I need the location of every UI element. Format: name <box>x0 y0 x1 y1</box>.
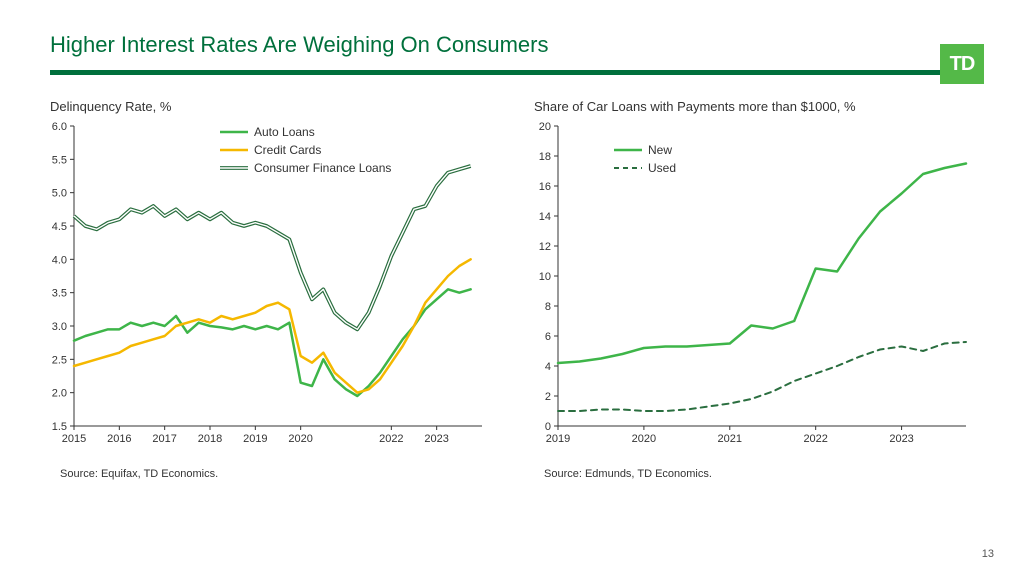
svg-text:2.5: 2.5 <box>52 354 67 366</box>
right-panel: Share of Car Loans with Payments more th… <box>524 99 984 480</box>
svg-text:Used: Used <box>648 161 676 175</box>
svg-text:16: 16 <box>539 181 551 193</box>
svg-text:12: 12 <box>539 241 551 253</box>
svg-text:2018: 2018 <box>198 433 222 445</box>
svg-text:1.5: 1.5 <box>52 421 67 433</box>
svg-text:5.0: 5.0 <box>52 188 67 200</box>
td-logo-text: TD <box>950 53 975 76</box>
svg-text:2023: 2023 <box>889 433 913 445</box>
svg-text:4: 4 <box>545 361 551 373</box>
svg-text:4.0: 4.0 <box>52 254 67 266</box>
svg-text:2016: 2016 <box>107 433 131 445</box>
svg-text:5.5: 5.5 <box>52 154 67 166</box>
left-chart-title: Delinquency Rate, % <box>40 99 500 114</box>
right-chart-source: Source: Edmunds, TD Economics. <box>524 468 984 480</box>
right-chart-title: Share of Car Loans with Payments more th… <box>524 99 984 114</box>
svg-text:Consumer Finance Loans: Consumer Finance Loans <box>254 161 391 175</box>
car-loan-chart: 0 2 4 6 8 10 12 14 16 18 20 2019 2020 2021 2022 2023 New… <box>524 120 974 450</box>
svg-text:3.0: 3.0 <box>52 321 67 333</box>
page-number: 13 <box>982 548 994 560</box>
svg-text:2023: 2023 <box>424 433 448 445</box>
svg-text:20: 20 <box>539 121 551 133</box>
delinquency-chart: 1.5 2.0 2.5 3.0 3.5 4.0 4.5 5.0 5.5 6.0 2015 2016 20… <box>40 120 490 450</box>
page-title: Higher Interest Rates Are Weighing On Co… <box>50 32 974 58</box>
svg-text:3.5: 3.5 <box>52 288 67 300</box>
svg-text:2022: 2022 <box>379 433 403 445</box>
svg-text:Auto Loans: Auto Loans <box>254 125 315 139</box>
svg-text:6.0: 6.0 <box>52 121 67 133</box>
svg-text:2: 2 <box>545 391 551 403</box>
svg-text:2022: 2022 <box>803 433 827 445</box>
svg-text:2020: 2020 <box>288 433 312 445</box>
svg-text:10: 10 <box>539 271 551 283</box>
svg-text:2019: 2019 <box>546 433 570 445</box>
svg-text:2021: 2021 <box>718 433 742 445</box>
svg-text:2017: 2017 <box>152 433 176 445</box>
left-panel: Delinquency Rate, % 1.5 2.0 2.5 3.0 3.5 4.0 4.… <box>40 99 500 480</box>
svg-text:14: 14 <box>539 211 551 223</box>
svg-text:New: New <box>648 143 672 157</box>
svg-text:8: 8 <box>545 301 551 313</box>
svg-text:18: 18 <box>539 151 551 163</box>
svg-text:4.5: 4.5 <box>52 221 67 233</box>
svg-text:Credit Cards: Credit Cards <box>254 143 321 157</box>
svg-text:2020: 2020 <box>632 433 656 445</box>
td-logo: TD <box>940 44 984 84</box>
svg-text:2015: 2015 <box>62 433 86 445</box>
svg-text:6: 6 <box>545 331 551 343</box>
svg-text:0: 0 <box>545 421 551 433</box>
left-chart-source: Source: Equifax, TD Economics. <box>40 468 500 480</box>
svg-text:2019: 2019 <box>243 433 267 445</box>
svg-text:2.0: 2.0 <box>52 388 67 400</box>
